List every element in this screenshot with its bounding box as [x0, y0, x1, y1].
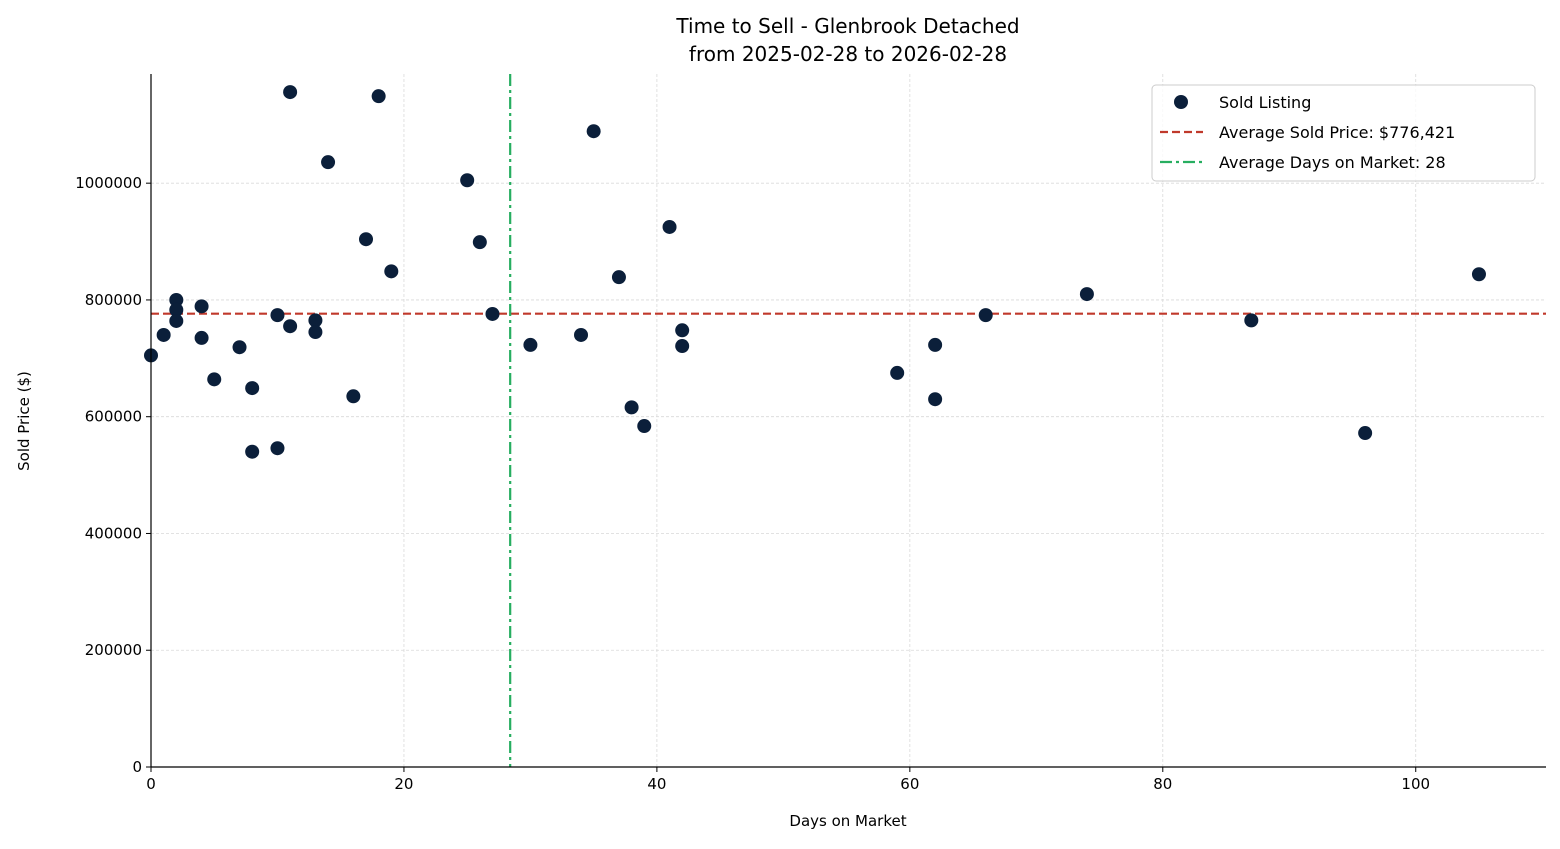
y-tick-label: 1000000 [75, 174, 142, 192]
y-tick-label: 600000 [85, 408, 142, 426]
data-point [283, 319, 298, 334]
data-point [270, 441, 285, 456]
data-point [523, 337, 538, 352]
data-point [637, 419, 652, 434]
x-tick-label: 40 [647, 775, 666, 793]
y-tick-label: 200000 [85, 641, 142, 659]
x-axis-label: Days on Market [789, 812, 906, 830]
data-point [624, 400, 639, 415]
legend-label-sold: Sold Listing [1219, 93, 1311, 112]
y-tick-label: 0 [132, 758, 142, 776]
data-point [308, 313, 323, 328]
data-point [194, 330, 209, 345]
data-point [472, 235, 487, 250]
legend-marker-sold [1174, 95, 1188, 109]
x-tick-label: 60 [900, 775, 919, 793]
y-tick-label: 400000 [85, 524, 142, 542]
data-point [1079, 287, 1094, 302]
legend-label-avg-price: Average Sold Price: $776,421 [1219, 123, 1455, 142]
x-tick-label: 20 [394, 775, 413, 793]
data-point [574, 327, 589, 342]
legend-label-avg-days: Average Days on Market: 28 [1219, 153, 1446, 172]
data-point [169, 313, 184, 328]
data-point [283, 85, 298, 100]
data-point [359, 232, 374, 247]
data-point [978, 308, 993, 323]
data-point [245, 444, 260, 459]
x-tick-label: 0 [146, 775, 156, 793]
x-tick-label: 80 [1153, 775, 1172, 793]
data-point [928, 392, 943, 407]
legend: Sold Listing Average Sold Price: $776,42… [1151, 84, 1536, 182]
data-point [156, 327, 171, 342]
data-point [169, 292, 184, 307]
y-tick-label: 800000 [85, 291, 142, 309]
data-point [169, 302, 184, 317]
data-point [232, 340, 247, 355]
data-point [270, 308, 285, 323]
data-point [611, 270, 626, 285]
data-point [371, 89, 386, 104]
data-point [1244, 313, 1259, 328]
y-axis-label: Sold Price ($) [15, 371, 33, 471]
data-point [890, 365, 905, 380]
chart-subtitle: from 2025-02-28 to 2026-02-28 [689, 42, 1007, 66]
x-tick-label: 100 [1401, 775, 1430, 793]
data-point [308, 325, 323, 340]
data-point [346, 389, 361, 404]
data-point [194, 299, 209, 314]
data-point [1471, 267, 1486, 282]
data-point [207, 372, 222, 387]
data-point [384, 264, 399, 279]
reference-lines [151, 74, 1546, 767]
data-point [485, 306, 500, 321]
data-point [321, 155, 336, 170]
data-point [586, 124, 601, 139]
data-point [928, 337, 943, 352]
data-point [1358, 426, 1373, 441]
chart-title: Time to Sell - Glenbrook Detached [675, 14, 1019, 38]
legend-box [1151, 84, 1536, 182]
data-point [675, 323, 690, 338]
data-point [460, 173, 475, 188]
axes: 0 20 40 60 80 100 0 200000 400000 600000 800000 100… [75, 74, 1546, 793]
data-point [675, 339, 690, 354]
data-point [662, 219, 677, 234]
data-point [245, 381, 260, 396]
